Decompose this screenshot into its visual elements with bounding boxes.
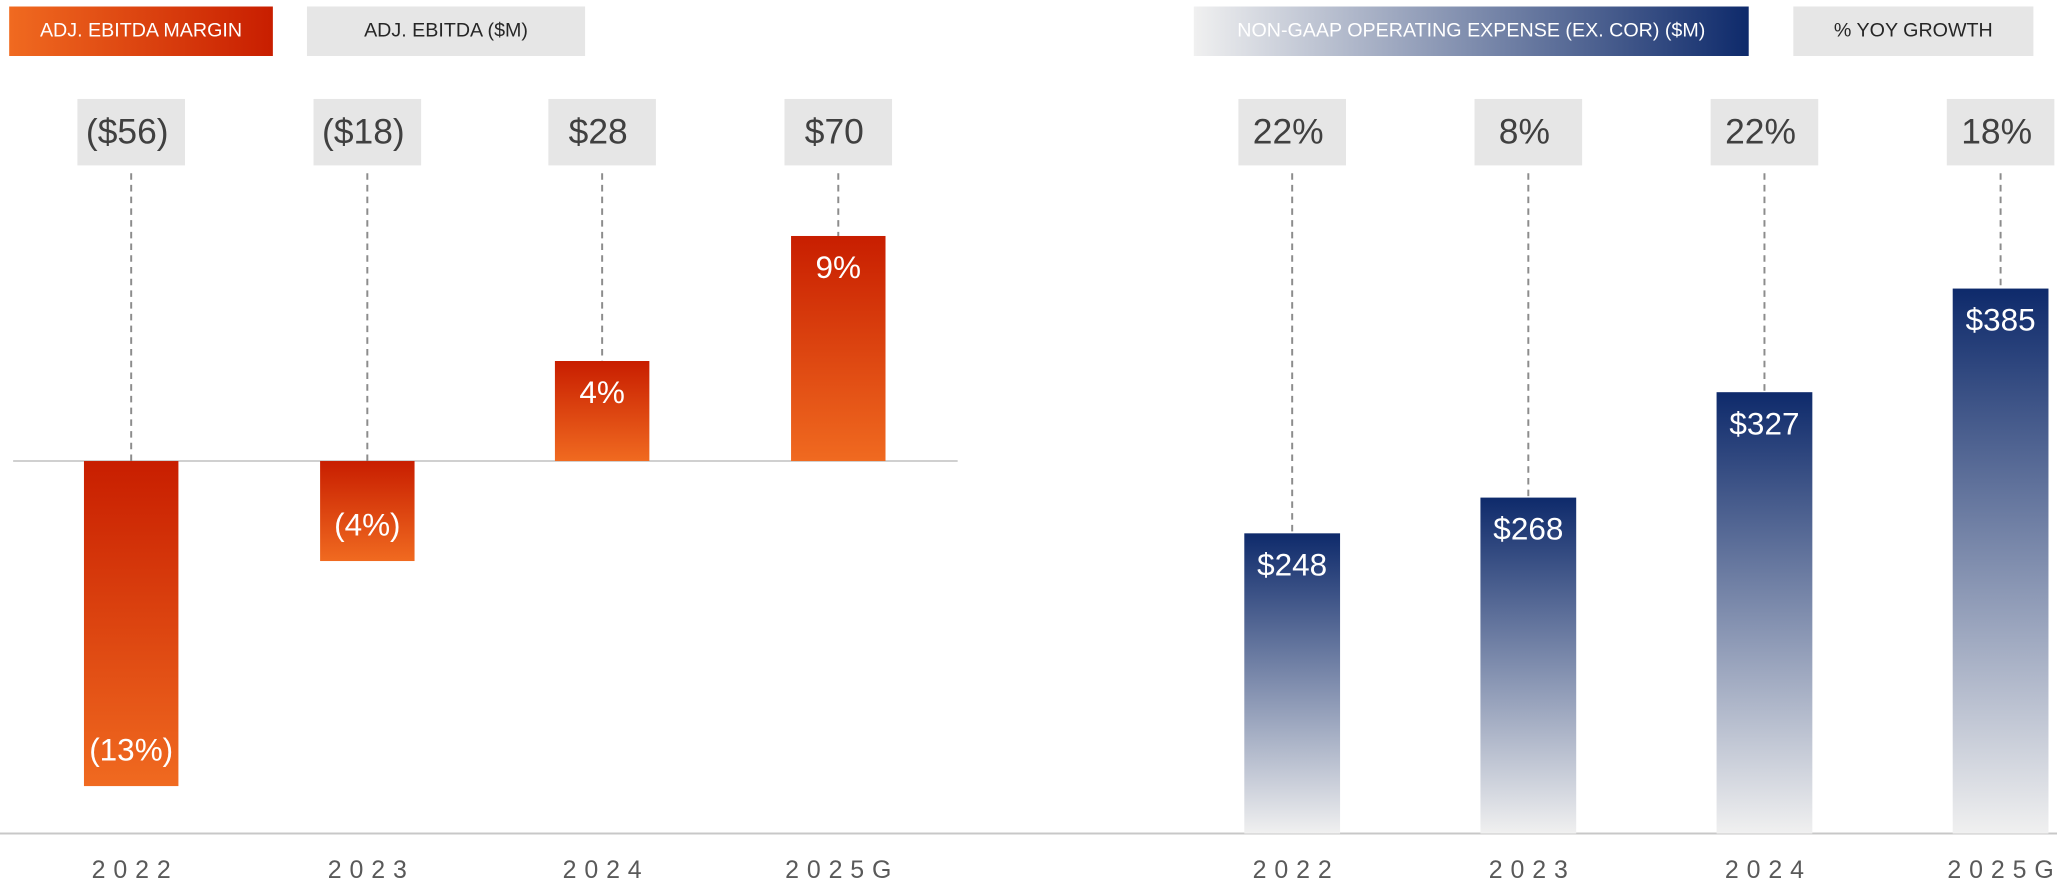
bar-value-label: 4% <box>579 375 624 410</box>
bar-value-label: $268 <box>1493 512 1563 547</box>
legend-label: ADJ. EBITDA ($M) <box>364 19 528 41</box>
top-box-label: ($56) <box>86 113 169 152</box>
x-tick-label: 2025G <box>1947 857 2057 884</box>
bar <box>554 361 650 462</box>
top-box-label: 18% <box>1961 113 2032 152</box>
x-tick-label: 2025G <box>785 857 899 884</box>
legend-label: ADJ. EBITDA MARGIN <box>40 19 242 41</box>
legend-label: % YOY GROWTH <box>1834 19 1993 41</box>
bar <box>1952 288 2049 834</box>
bar-value-label: $385 <box>1966 303 2036 338</box>
top-box <box>1474 98 1583 166</box>
legend-label: NON-GAAP OPERATING EXPENSE (EX. COR) ($M… <box>1237 19 1705 41</box>
legend-swatch <box>1193 6 1749 57</box>
top-box <box>548 98 656 166</box>
top-box <box>1710 98 1819 166</box>
bar <box>1244 533 1341 834</box>
x-tick-label: 2022 <box>1253 857 1340 884</box>
bar <box>1716 392 1813 834</box>
bar-value-label: $248 <box>1257 548 1327 583</box>
bar <box>83 461 179 787</box>
x-tick-label: 2024 <box>1725 857 1812 884</box>
top-box <box>313 98 422 166</box>
x-tick-label: 2024 <box>563 857 650 884</box>
x-tick-label: 2023 <box>328 857 415 884</box>
legend-swatch <box>9 6 273 57</box>
top-box-label: 22% <box>1725 113 1796 152</box>
top-box <box>1238 98 1346 166</box>
top-box-label: ($18) <box>322 113 405 152</box>
bar <box>1480 497 1577 834</box>
bar-value-label: 9% <box>816 250 861 285</box>
legend-swatch <box>1793 6 2034 57</box>
legend-swatch <box>306 6 586 57</box>
bar-value-label: (13%) <box>89 733 173 768</box>
bar-value-label: $327 <box>1729 406 1799 441</box>
bar-value-label: (4%) <box>334 508 400 543</box>
x-tick-label: 2022 <box>92 857 179 884</box>
top-box <box>77 98 185 166</box>
bar <box>320 461 415 562</box>
bar <box>791 235 886 462</box>
top-box <box>784 98 893 166</box>
top-box-label: 8% <box>1499 113 1550 152</box>
top-box-label: $28 <box>569 113 628 152</box>
top-box-label: $70 <box>805 113 864 152</box>
x-tick-label: 2023 <box>1489 857 1576 884</box>
top-box-label: 22% <box>1253 113 1324 152</box>
top-box <box>1946 98 2055 166</box>
